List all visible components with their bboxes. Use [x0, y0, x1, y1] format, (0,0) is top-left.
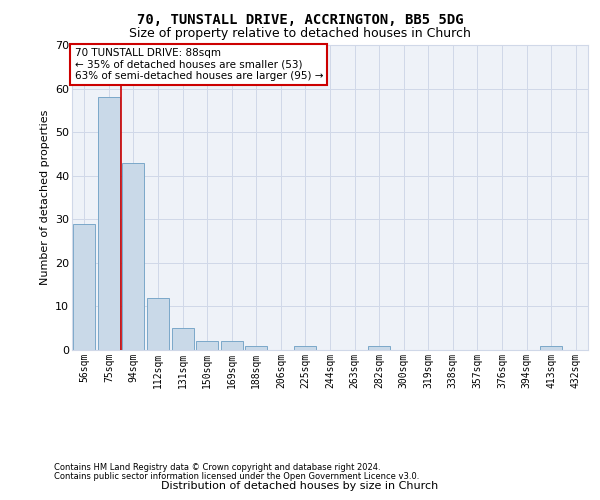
- Bar: [295, 346, 316, 350]
- Bar: [196, 342, 218, 350]
- Bar: [147, 298, 169, 350]
- Text: Size of property relative to detached houses in Church: Size of property relative to detached ho…: [129, 28, 471, 40]
- Bar: [122, 162, 145, 350]
- Bar: [172, 328, 194, 350]
- Bar: [368, 346, 390, 350]
- Bar: [73, 224, 95, 350]
- Text: Distribution of detached houses by size in Church: Distribution of detached houses by size …: [161, 481, 439, 491]
- Bar: [221, 342, 243, 350]
- Text: 70, TUNSTALL DRIVE, ACCRINGTON, BB5 5DG: 70, TUNSTALL DRIVE, ACCRINGTON, BB5 5DG: [137, 12, 463, 26]
- Text: Contains HM Land Registry data © Crown copyright and database right 2024.: Contains HM Land Registry data © Crown c…: [54, 464, 380, 472]
- Bar: [540, 346, 562, 350]
- Text: 70 TUNSTALL DRIVE: 88sqm
← 35% of detached houses are smaller (53)
63% of semi-d: 70 TUNSTALL DRIVE: 88sqm ← 35% of detach…: [74, 48, 323, 82]
- Y-axis label: Number of detached properties: Number of detached properties: [40, 110, 50, 285]
- Bar: [98, 98, 120, 350]
- Bar: [245, 346, 268, 350]
- Text: Contains public sector information licensed under the Open Government Licence v3: Contains public sector information licen…: [54, 472, 419, 481]
